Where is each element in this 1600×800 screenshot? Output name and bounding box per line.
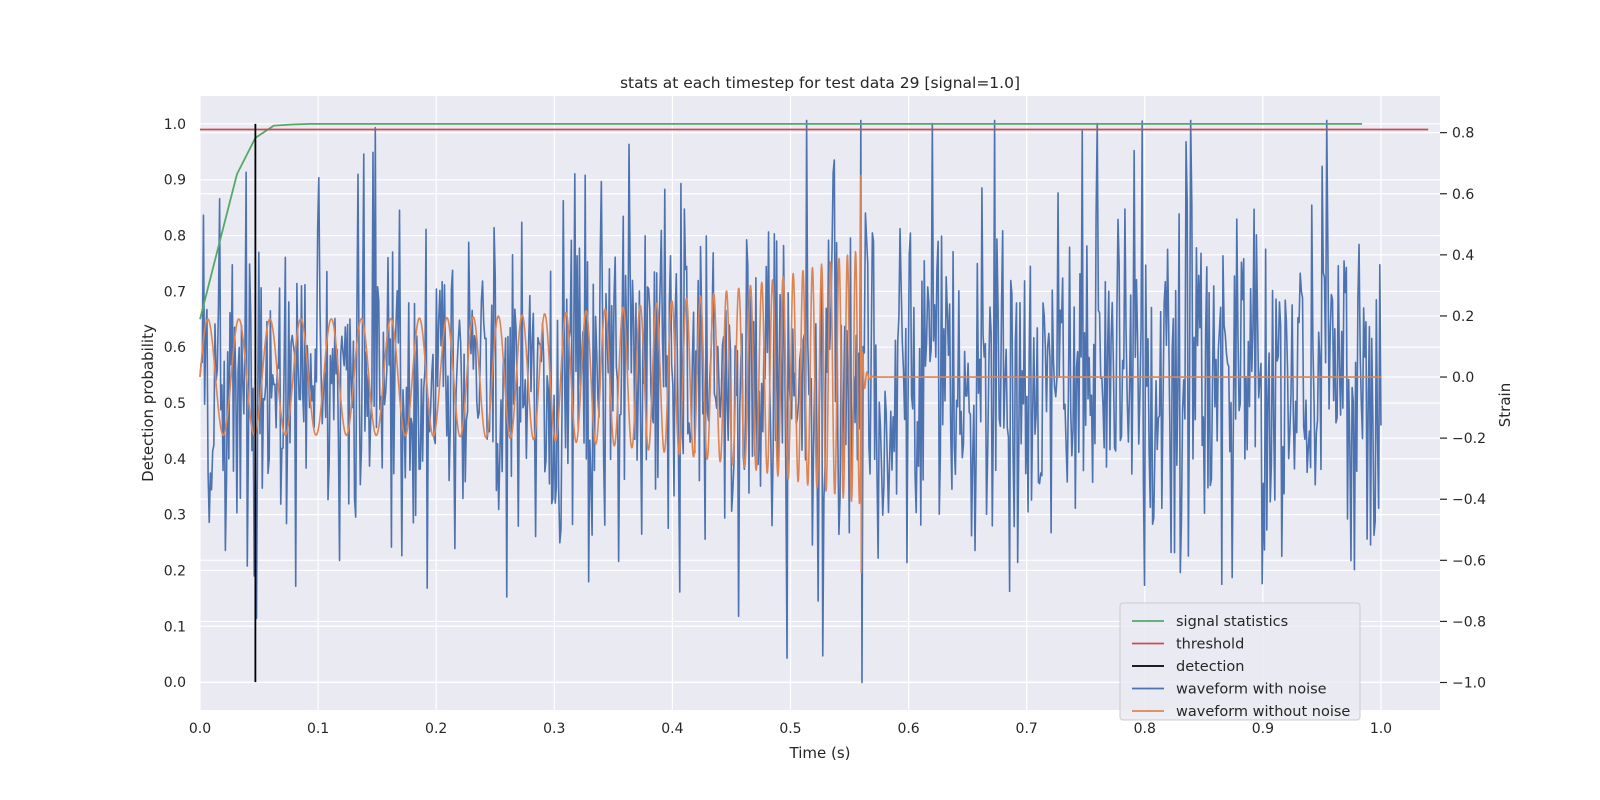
x-tick-label: 0.7: [1016, 721, 1038, 737]
x-tick-label: 0.1: [307, 721, 329, 737]
legend-box: [1119, 602, 1361, 721]
x-axis-ticks: 0.0 0.1 0.2 0.3 0.4 0.5 0.6 0.7 0.8 0.9 1.0: [189, 721, 1392, 737]
legend-label: waveform with noise: [1176, 682, 1327, 698]
y2-tick-label: 0.0: [1452, 370, 1474, 386]
y2-tick-label: −0.4: [1452, 492, 1486, 508]
y-tick-label: 0.6: [164, 340, 186, 356]
y-axis-label: Detection probability: [139, 324, 157, 482]
y-tick-label: 0.1: [164, 619, 186, 635]
x-tick-label: 0.8: [1134, 721, 1156, 737]
y-tick-label: 0.2: [164, 563, 186, 579]
legend-label: detection: [1176, 659, 1244, 675]
series-waveform-without-noise: [199, 174, 1382, 574]
x-tick-label: 1.0: [1370, 721, 1392, 737]
y-tick-label: 0.7: [164, 284, 186, 300]
chart-title: stats at each timestep for test data 29 …: [620, 74, 1020, 92]
y-tick-label: 0.4: [164, 452, 186, 468]
y-tick-label: 1.0: [164, 117, 186, 133]
legend-label: signal statistics: [1176, 614, 1288, 630]
y-tick-label: 0.5: [164, 396, 186, 412]
x-tick-label: 0.5: [779, 721, 801, 737]
y2-tick-label: −0.6: [1452, 553, 1486, 569]
y2-axis-label: Strain: [1496, 383, 1514, 427]
y2-tick-label: −0.2: [1452, 431, 1486, 447]
x-tick-label: 0.6: [897, 721, 919, 737]
y-tick-label: 0.0: [164, 675, 186, 691]
y-axis-ticks: 0.0 0.1 0.2 0.3 0.4 0.5 0.6 0.7 0.8 0.9 1.0: [164, 117, 186, 691]
y-tick-label: 0.9: [164, 173, 186, 189]
series-signal-statistics: [199, 123, 1363, 320]
y2-tick-label: −1.0: [1452, 676, 1486, 692]
x-axis-label: Time (s): [789, 744, 851, 762]
y2-axis-ticks: −1.0 −0.8 −0.6 −0.4 −0.2 0.0 0.2 0.4 0.6 0.8: [1440, 126, 1486, 692]
y2-tick-label: 0.8: [1452, 126, 1474, 142]
legend-label: waveform without noise: [1176, 704, 1350, 720]
x-tick-label: 0.4: [661, 721, 683, 737]
x-tick-label: 0.0: [189, 721, 211, 737]
y-tick-label: 0.8: [164, 229, 186, 245]
y-tick-label: 0.3: [164, 508, 186, 524]
y2-tick-label: 0.2: [1452, 309, 1474, 325]
x-tick-label: 0.9: [1252, 721, 1274, 737]
x-tick-label: 0.2: [425, 721, 447, 737]
legend: signal statistics threshold detection wavef…: [1119, 602, 1361, 721]
legend-label: threshold: [1176, 637, 1244, 653]
x-tick-label: 0.3: [543, 721, 565, 737]
y2-tick-label: 0.6: [1452, 187, 1474, 203]
y2-tick-label: −0.8: [1452, 614, 1486, 630]
series-layer: [199, 119, 1429, 684]
y2-tick-label: 0.4: [1452, 248, 1474, 264]
